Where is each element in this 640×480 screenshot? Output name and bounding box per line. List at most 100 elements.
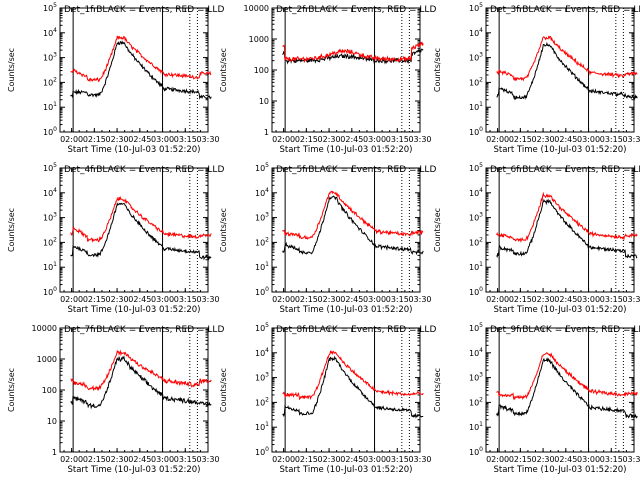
x-tick-label: 03:15 (600, 295, 623, 304)
x-tick-label: 02:00 (60, 135, 83, 144)
x-tick-label: 02:45 (554, 295, 577, 304)
y-axis-label: Counts/sec (219, 368, 228, 412)
chart-title: Det_2f BLACK = Events, RED = LLD (276, 5, 436, 15)
x-tick-label: 02:00 (486, 455, 509, 464)
chart-title: Det_5f BLACK = Events, RED = LLD (276, 165, 436, 175)
plot-frame (59, 327, 209, 453)
y-tick-label: 100 (43, 126, 57, 137)
x-tick-label: 02:00 (272, 295, 295, 304)
chart-title: Det_3f BLACK = Events, RED = LLD (490, 5, 640, 15)
y-tick-label: 105 (43, 2, 57, 13)
y-tick-label: 103 (255, 212, 269, 223)
y-tick-label: 103 (43, 52, 57, 63)
y-tick-label: 105 (255, 162, 269, 173)
x-tick-label: 03:15 (174, 295, 197, 304)
series-events-line (496, 357, 638, 419)
x-axis-label: Start Time (10-Jul-03 01:52:20) (494, 145, 627, 155)
y-axis-label: Counts/sec (433, 368, 442, 412)
y-tick-label: 103 (469, 372, 483, 383)
y-tick-label: 105 (43, 162, 57, 173)
x-axis-label: Start Time (10-Jul-03 01:52:20) (68, 145, 201, 155)
y-axis-label: Counts/sec (433, 208, 442, 252)
x-tick-label: 03:15 (386, 135, 409, 144)
series-lld-line (70, 195, 212, 243)
y-tick-label: 102 (469, 396, 483, 407)
x-tick-label: 02:30 (318, 455, 341, 464)
y-tick-label: 104 (469, 347, 483, 358)
x-tick-label: 03:30 (408, 455, 431, 464)
chart-panel-6: Det_6f BLACK = Events, RED = LLD Counts/s… (433, 162, 640, 315)
chart-panel-4: Det_4f BLACK = Events, RED = LLD Counts/s… (7, 162, 224, 315)
x-tick-label: 02:15 (83, 295, 106, 304)
y-tick-label: 100 (469, 446, 483, 457)
x-tick-label: 02:15 (295, 135, 318, 144)
x-tick-label: 03:30 (408, 135, 431, 144)
y-tick-label: 1000 (249, 35, 269, 44)
x-tick-label: 03:00 (151, 135, 174, 144)
chart-title: Det_6f BLACK = Events, RED = LLD (490, 165, 640, 175)
y-tick-label: 1 (52, 448, 57, 457)
x-tick-label: 03:00 (151, 455, 174, 464)
y-tick-label: 103 (469, 52, 483, 63)
y-tick-label: 10 (259, 97, 269, 106)
chart-panel-7: Det_7f BLACK = Events, RED = LLD Counts/s… (7, 324, 224, 475)
chart-panel-5: Det_5f BLACK = Events, RED = LLD Counts/s… (219, 162, 436, 315)
x-tick-label: 03:00 (363, 455, 386, 464)
x-tick-label: 03:00 (363, 135, 386, 144)
x-tick-label: 03:30 (196, 135, 219, 144)
y-tick-label: 103 (469, 212, 483, 223)
series-events-line (496, 41, 638, 101)
x-tick-label: 03:15 (386, 455, 409, 464)
y-tick-label: 104 (43, 187, 57, 198)
y-tick-label: 101 (469, 261, 483, 272)
y-tick-label: 100 (42, 386, 57, 395)
x-tick-label: 03:30 (196, 295, 219, 304)
y-axis-label: Counts/sec (219, 208, 228, 252)
y-axis-label: Counts/sec (219, 48, 228, 92)
x-tick-label: 03:15 (600, 455, 623, 464)
x-tick-label: 02:30 (106, 295, 129, 304)
x-tick-label: 02:45 (340, 135, 363, 144)
y-tick-label: 10000 (244, 4, 269, 13)
x-tick-label: 03:00 (577, 135, 600, 144)
x-tick-label: 02:15 (295, 295, 318, 304)
y-tick-label: 104 (469, 187, 483, 198)
x-tick-label: 02:30 (532, 455, 555, 464)
y-tick-label: 10000 (32, 324, 57, 333)
plot-frame (485, 7, 635, 133)
y-tick-label: 100 (254, 66, 269, 75)
x-tick-label: 02:45 (340, 455, 363, 464)
y-tick-label: 100 (43, 286, 57, 297)
y-tick-label: 1 (264, 128, 269, 137)
x-tick-label: 03:15 (174, 135, 197, 144)
y-tick-label: 101 (43, 261, 57, 272)
series-events-line (282, 355, 424, 419)
x-axis-label: Start Time (10-Jul-03 01:52:20) (280, 305, 413, 315)
y-tick-label: 101 (43, 101, 57, 112)
x-tick-label: 03:30 (408, 295, 431, 304)
y-tick-label: 102 (255, 236, 269, 247)
plot-frame (271, 327, 421, 453)
y-tick-label: 102 (469, 76, 483, 87)
y-axis-label: Counts/sec (7, 48, 16, 92)
x-tick-label: 02:30 (106, 455, 129, 464)
y-tick-label: 100 (255, 446, 269, 457)
x-tick-label: 03:30 (622, 455, 640, 464)
chart-title: Det_7f BLACK = Events, RED = LLD (64, 325, 224, 335)
y-tick-label: 105 (469, 2, 483, 13)
x-tick-label: 03:30 (196, 455, 219, 464)
y-tick-label: 104 (255, 347, 269, 358)
x-tick-label: 02:30 (318, 135, 341, 144)
chart-title: Det_1f BLACK = Events, RED = LLD (64, 5, 224, 15)
y-tick-label: 101 (469, 421, 483, 432)
x-tick-label: 02:00 (486, 135, 509, 144)
series-events-line (282, 195, 424, 256)
y-axis-label: Counts/sec (7, 368, 16, 412)
y-tick-label: 101 (255, 421, 269, 432)
x-tick-label: 03:30 (622, 295, 640, 304)
series-events-line (70, 40, 212, 101)
x-tick-label: 03:30 (622, 135, 640, 144)
y-tick-label: 104 (469, 27, 483, 38)
x-tick-label: 03:15 (386, 295, 409, 304)
y-axis-label: Counts/sec (7, 208, 16, 252)
